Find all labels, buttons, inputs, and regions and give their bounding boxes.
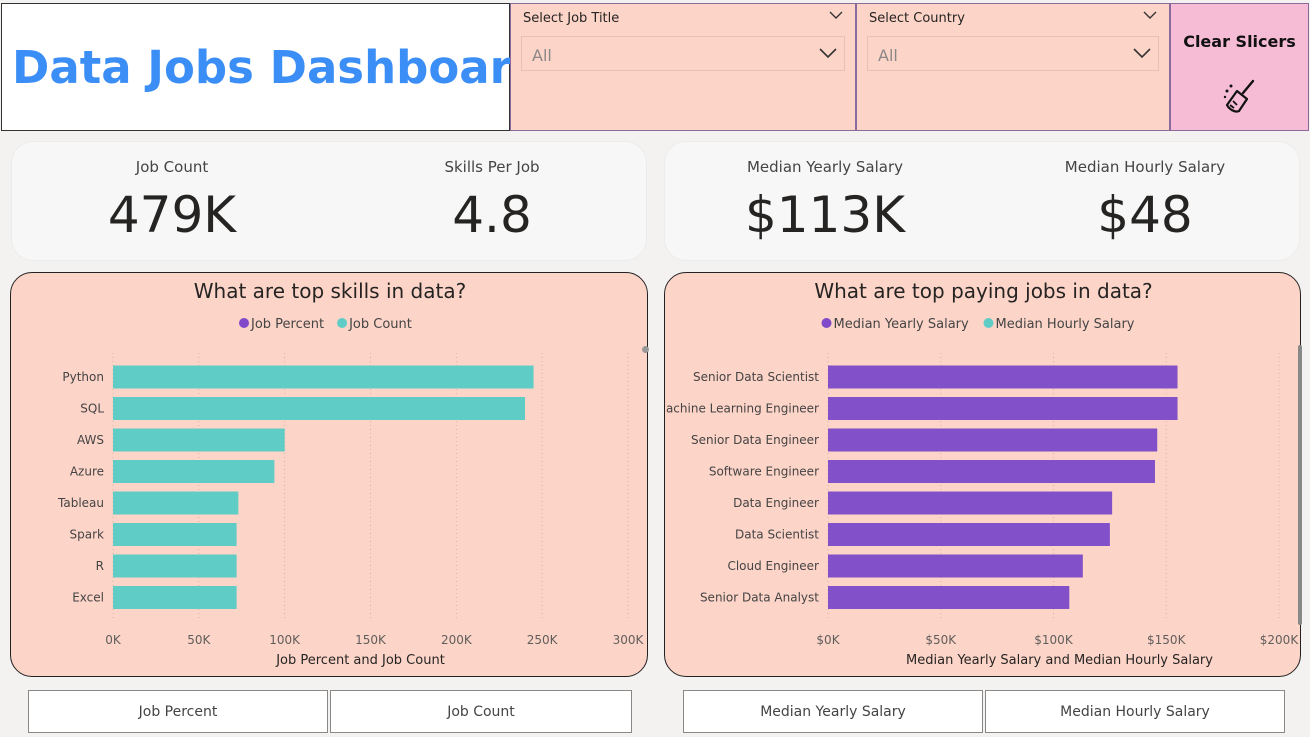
kpi-card-jobs: Job Count 479K Skills Per Job 4.8 xyxy=(11,141,647,261)
resize-handle[interactable] xyxy=(642,346,649,353)
kpi-label: Skills Per Job xyxy=(444,158,540,176)
dashboard-title-box: Data Jobs Dashboard xyxy=(1,3,544,131)
tab-median-hourly-salary[interactable]: Median Hourly Salary xyxy=(985,690,1285,733)
category-label: SQL xyxy=(80,402,104,416)
clear-slicers-label: Clear Slicers xyxy=(1183,32,1296,51)
top-skills-chart-svg[interactable]: What are top skills in data?Job Percent J… xyxy=(11,273,648,677)
job-title-slicer[interactable]: Select Job Title All xyxy=(510,3,856,131)
top-paying-jobs-chart-svg[interactable]: What are top paying jobs in data? Median … xyxy=(665,273,1301,677)
kpi-label: Job Count xyxy=(135,158,209,176)
category-label: Senior Data Analyst xyxy=(700,591,819,605)
x-axis-label: Job Percent and Job Count xyxy=(275,653,445,668)
category-label: Senior Data Engineer xyxy=(691,433,819,447)
kpi-skills-per-job: Skills Per Job 4.8 xyxy=(332,142,652,244)
bar xyxy=(828,554,1083,578)
job-title-dropdown[interactable]: All xyxy=(521,36,845,71)
bar xyxy=(828,428,1158,452)
bar xyxy=(828,365,1178,389)
x-tick-label: $200K xyxy=(1260,633,1300,647)
bar xyxy=(113,491,239,515)
chart-legend: Job Percent Job Count xyxy=(239,317,412,332)
job-title-selected-value: All xyxy=(532,46,552,65)
top-paying-jobs-chart[interactable]: What are top paying jobs in data? Median … xyxy=(664,272,1301,677)
x-axis-label: Median Yearly Salary and Median Hourly S… xyxy=(906,653,1213,668)
kpi-label: Median Yearly Salary xyxy=(746,158,903,176)
job-title-slicer-label: Select Job Title xyxy=(523,11,620,26)
bar xyxy=(113,365,534,389)
x-tick-label: 0K xyxy=(105,633,122,647)
kpi-label: Median Hourly Salary xyxy=(1064,158,1226,176)
legend-marker xyxy=(821,318,832,328)
x-tick-label: 250K xyxy=(527,633,559,647)
category-label: Data Engineer xyxy=(733,496,819,510)
clear-slicers-button[interactable]: Clear Slicers xyxy=(1170,3,1309,131)
legend-marker xyxy=(239,318,249,328)
x-tick-label: 100K xyxy=(269,633,301,647)
category-label: Excel xyxy=(72,591,104,605)
country-slicer[interactable]: Select Country All xyxy=(856,3,1170,131)
country-selected-value: All xyxy=(878,46,898,65)
chart-title: What are top skills in data? xyxy=(194,279,466,303)
x-tick-label: 150K xyxy=(355,633,387,647)
kpi-value: $113K xyxy=(744,186,906,244)
x-tick-label: $150K xyxy=(1147,633,1187,647)
x-tick-label: 50K xyxy=(187,633,211,647)
bar xyxy=(828,397,1178,420)
legend-label: Job Count xyxy=(348,317,412,332)
category-label: Senior Data Scientist xyxy=(693,370,819,384)
tab-job-percent[interactable]: Job Percent xyxy=(28,690,328,733)
legend-label: Median Yearly Salary xyxy=(834,317,970,332)
kpi-value: $48 xyxy=(1097,186,1193,244)
top-skills-chart[interactable]: What are top skills in data? Job Percent J… xyxy=(10,272,648,677)
kpi-card-salary: Median Yearly Salary $113K Median Hourly… xyxy=(664,141,1300,261)
bar xyxy=(828,586,1070,609)
category-label: Machine Learning Engineer xyxy=(665,402,819,416)
category-label: Data Scientist xyxy=(735,528,819,542)
bar xyxy=(113,523,237,546)
category-label: AWS xyxy=(77,433,104,447)
kpi-median-yearly: Median Yearly Salary $113K xyxy=(665,142,985,244)
bar xyxy=(828,460,1155,483)
chevron-down-icon[interactable] xyxy=(818,46,838,60)
bar xyxy=(113,554,237,578)
chevron-down-icon[interactable] xyxy=(1132,46,1152,60)
x-tick-label: $50K xyxy=(925,633,957,647)
legend-marker xyxy=(337,318,348,328)
x-tick-label: $0K xyxy=(816,633,840,647)
chart-title: What are top paying jobs in data? xyxy=(814,279,1152,303)
bar xyxy=(113,460,275,483)
bar xyxy=(113,397,525,420)
country-slicer-label: Select Country xyxy=(869,11,965,26)
scrollbar[interactable] xyxy=(1298,345,1302,625)
bar xyxy=(113,428,285,452)
tab-median-yearly-salary[interactable]: Median Yearly Salary xyxy=(683,690,983,733)
category-label: Cloud Engineer xyxy=(727,559,819,573)
bar xyxy=(828,491,1113,515)
legend-label: Median Hourly Salary xyxy=(996,317,1135,332)
category-label: Spark xyxy=(70,528,105,542)
chevron-down-icon[interactable] xyxy=(1143,10,1157,20)
bar xyxy=(828,523,1110,546)
broom-icon xyxy=(1223,79,1255,113)
category-label: Software Engineer xyxy=(709,465,819,479)
legend-marker xyxy=(983,318,994,328)
bar xyxy=(113,586,237,609)
kpi-value: 4.8 xyxy=(452,186,532,244)
x-tick-label: $100K xyxy=(1034,633,1074,647)
category-label: Tableau xyxy=(57,496,104,510)
tab-job-count[interactable]: Job Count xyxy=(330,690,632,733)
category-label: Azure xyxy=(70,465,104,479)
page-title: Data Jobs Dashboard xyxy=(12,40,545,94)
legend-label: Job Percent xyxy=(250,317,324,332)
kpi-median-hourly: Median Hourly Salary $48 xyxy=(985,142,1305,244)
category-label: R xyxy=(96,559,104,573)
x-tick-label: 200K xyxy=(441,633,473,647)
kpi-value: 479K xyxy=(107,186,237,244)
chart-legend: Median Yearly Salary Median Hourly Salary xyxy=(821,317,1135,332)
category-label: Python xyxy=(62,370,104,384)
chevron-down-icon[interactable] xyxy=(829,10,843,20)
kpi-job-count: Job Count 479K xyxy=(12,142,332,244)
x-tick-label: 300K xyxy=(613,633,645,647)
country-dropdown[interactable]: All xyxy=(867,36,1159,71)
